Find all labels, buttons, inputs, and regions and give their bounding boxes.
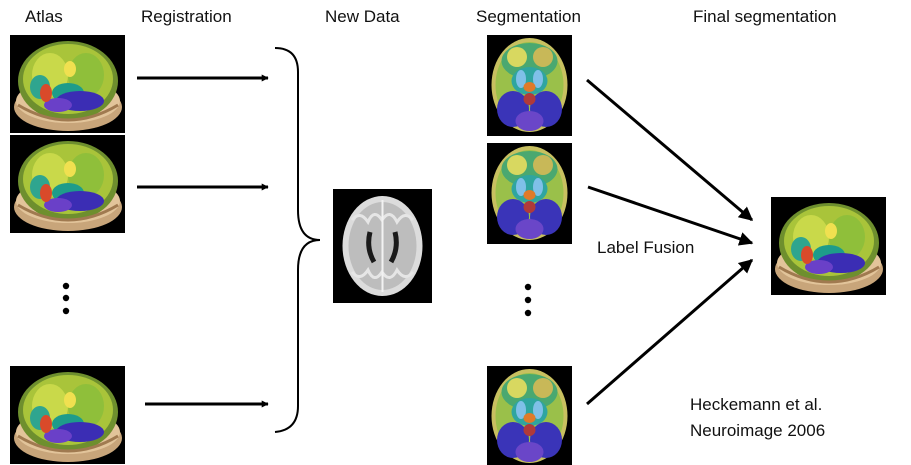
final-segmentation-image [771, 197, 886, 295]
atlas-image-1 [10, 35, 125, 133]
final-segmentation-header: Final segmentation [693, 7, 837, 26]
segmentation-image-2 [487, 143, 572, 244]
new-data-header: New Data [325, 7, 400, 26]
atlas-ellipsis [62, 282, 70, 315]
citation: Heckemann et al. Neuroimage 2006 [690, 392, 825, 444]
fusion-arrow-3 [586, 258, 754, 406]
atlas-image-2 [10, 135, 125, 233]
registration-header: Registration [141, 7, 232, 26]
fusion-arrow-2 [587, 185, 754, 246]
segmentation-image-1 [487, 35, 572, 136]
citation-journal: Neuroimage 2006 [690, 421, 826, 440]
curly-brace [274, 47, 321, 433]
citation-authors: Heckemann et al. [690, 395, 823, 414]
segmentation-image-3 [487, 366, 572, 465]
new-data-image [333, 189, 432, 303]
atlas-header: Atlas [25, 7, 63, 26]
segmentation-ellipsis [524, 283, 532, 317]
label-fusion-label: Label Fusion [597, 238, 695, 257]
segmentation-header: Segmentation [476, 7, 581, 26]
atlas-image-3 [10, 366, 125, 464]
fusion-arrow-1 [586, 78, 754, 222]
